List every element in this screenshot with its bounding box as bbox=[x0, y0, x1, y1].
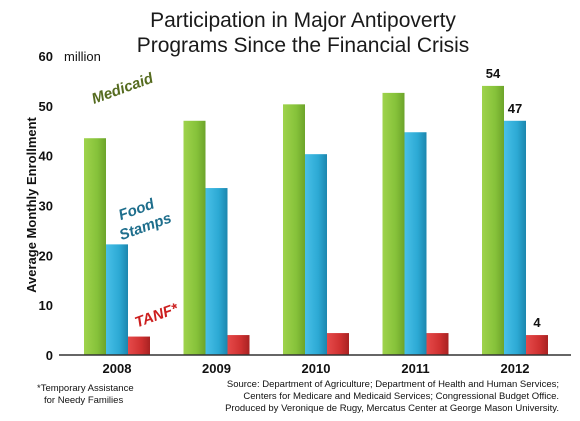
source-line-1: Source: Department of Agriculture; Depar… bbox=[227, 379, 559, 390]
source-line-2: Centers for Medicare and Medicaid Servic… bbox=[243, 391, 559, 402]
bar-tanf-2010 bbox=[327, 333, 349, 355]
x-tick-2009: 2009 bbox=[202, 361, 231, 376]
bar-medicaid-2008 bbox=[84, 138, 106, 355]
y-tick-40: 40 bbox=[39, 149, 53, 164]
footnote-line-2: for Needy Families bbox=[44, 395, 123, 406]
bar-food-stamps-2008 bbox=[106, 244, 128, 355]
bar-medicaid-2012 bbox=[482, 85, 504, 356]
y-tick-10: 10 bbox=[39, 298, 53, 313]
x-tick-2011: 2011 bbox=[401, 361, 429, 376]
bar-food-stamps-2011 bbox=[404, 132, 427, 355]
y-unit-label: million bbox=[64, 49, 101, 64]
chart-title-line-2: Programs Since the Financial Crisis bbox=[137, 34, 470, 57]
data-label-medicaid-2012: 54 bbox=[486, 66, 501, 81]
x-tick-2012: 2012 bbox=[501, 361, 530, 376]
bar-tanf-2011 bbox=[426, 333, 449, 355]
y-tick-60: 60 bbox=[39, 49, 53, 64]
bar-medicaid-2010 bbox=[283, 104, 305, 355]
source-line-3: Produced by Veronique de Rugy, Mercatus … bbox=[225, 403, 559, 414]
data-label-tanf-2012: 4 bbox=[533, 315, 541, 330]
bar-tanf-2008 bbox=[128, 336, 150, 355]
y-tick-30: 30 bbox=[39, 199, 53, 214]
bar-medicaid-2009 bbox=[183, 120, 206, 356]
y-axis-label: Average Monthly Enrollment bbox=[24, 116, 39, 292]
data-label-food-stamps-2012: 47 bbox=[508, 101, 522, 116]
bar-tanf-2012 bbox=[526, 335, 548, 355]
bar-food-stamps-2010 bbox=[305, 154, 327, 355]
x-tick-2010: 2010 bbox=[302, 361, 331, 376]
series-label-tanf: TANF* bbox=[133, 300, 182, 332]
x-tick-labels: 2008 2009 2010 2011 2012 bbox=[103, 361, 530, 376]
data-labels: 54 47 4 bbox=[486, 66, 542, 330]
bar-food-stamps-2009 bbox=[205, 188, 228, 355]
y-tick-50: 50 bbox=[39, 99, 53, 114]
y-tick-0: 0 bbox=[46, 348, 53, 363]
y-tick-labels: 0 10 20 30 40 50 60 bbox=[39, 49, 53, 363]
bar-tanf-2009 bbox=[227, 335, 250, 355]
footnote-line-1: *Temporary Assistance bbox=[37, 383, 134, 394]
bar-food-stamps-2012 bbox=[504, 120, 526, 356]
chart-title-line-1: Participation in Major Antipoverty bbox=[150, 9, 456, 32]
bars bbox=[84, 85, 548, 356]
x-tick-2008: 2008 bbox=[103, 361, 132, 376]
bar-medicaid-2011 bbox=[382, 92, 405, 356]
y-tick-20: 20 bbox=[39, 248, 53, 263]
series-label-medicaid: Medicaid bbox=[89, 70, 156, 108]
